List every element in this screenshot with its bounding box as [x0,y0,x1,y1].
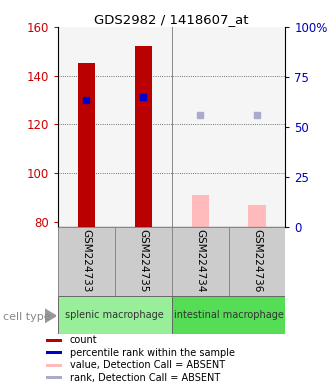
Bar [58,296,172,334]
Text: cell type: cell type [3,312,51,322]
Bar [47,339,62,342]
Bar [172,227,228,296]
Polygon shape [45,309,56,323]
Text: intestinal macrophage: intestinal macrophage [174,310,283,320]
Point [197,111,203,118]
Point [254,111,260,118]
Text: splenic macrophage: splenic macrophage [65,310,164,320]
Text: GSM224733: GSM224733 [81,229,91,293]
Text: rank, Detection Call = ABSENT: rank, Detection Call = ABSENT [70,373,220,383]
Bar [248,205,266,227]
Bar [47,351,62,354]
Bar [115,227,172,296]
Text: count: count [70,335,98,345]
Text: GSM224734: GSM224734 [195,229,205,293]
Bar [191,195,209,227]
Bar [47,364,62,367]
Bar [172,296,285,334]
Title: GDS2982 / 1418607_at: GDS2982 / 1418607_at [94,13,249,26]
Bar [135,46,152,227]
Bar [58,227,115,296]
Point [141,94,146,101]
Text: GSM224736: GSM224736 [252,229,262,293]
Text: GSM224735: GSM224735 [138,229,148,293]
Point [83,97,89,103]
Text: value, Detection Call = ABSENT: value, Detection Call = ABSENT [70,360,225,370]
Bar [78,63,95,227]
Text: percentile rank within the sample: percentile rank within the sample [70,348,235,358]
Bar [228,227,285,296]
Bar [47,376,62,379]
